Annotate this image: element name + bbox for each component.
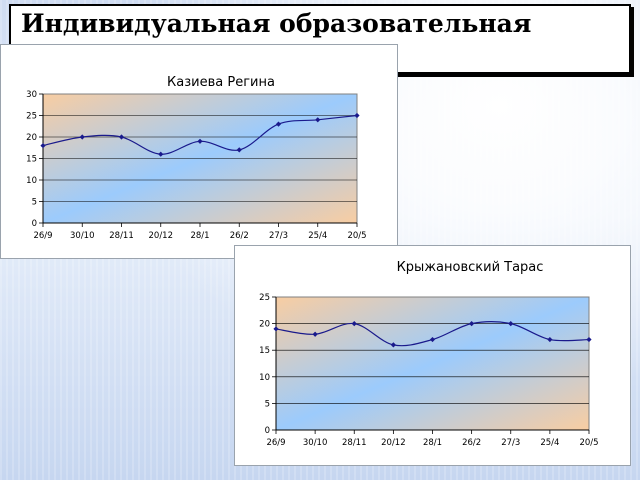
- x-tick-label: 28/11: [342, 438, 367, 448]
- x-tick-label: 26/2: [230, 231, 249, 241]
- y-tick-label: 20: [26, 133, 37, 143]
- data-point: [197, 138, 203, 144]
- chart-title: Казиева Регина: [167, 75, 275, 90]
- data-point: [351, 321, 357, 327]
- x-tick-label: 20/12: [149, 231, 174, 241]
- chart-panel-kryzhanovsky: Крыжановский Тарас 0 5 10 15 20 25 26/9 30/10 28/…: [234, 245, 631, 466]
- x-tick-label: 30/10: [70, 231, 95, 241]
- data-point: [40, 143, 46, 149]
- y-tick-label: 15: [26, 155, 37, 165]
- y-tick-label: 10: [26, 176, 37, 186]
- x-tick-label: 20/5: [579, 438, 598, 448]
- chart-title: Крыжановский Тарас: [397, 260, 544, 275]
- data-point: [312, 331, 318, 337]
- x-tick-label: 20/12: [381, 438, 406, 448]
- data-point: [315, 117, 321, 123]
- y-tick-label: 5: [265, 399, 270, 409]
- data-point: [79, 134, 85, 140]
- plot-area: [275, 296, 590, 431]
- data-point: [547, 336, 553, 343]
- data-point: [236, 147, 242, 153]
- chart-kazieva: Казиева Регина 0 5 10 15 20 25 30 26/9 30/10 28/11…: [26, 75, 366, 241]
- x-tick-label: 26/9: [33, 231, 52, 241]
- data-point: [354, 112, 360, 119]
- x-tick-label: 26/9: [266, 438, 285, 448]
- x-tick-label: 25/4: [540, 438, 559, 448]
- x-tick-label: 27/3: [501, 438, 520, 448]
- x-tick-label: 26/2: [462, 438, 481, 448]
- x-tick-label: 28/11: [109, 231, 134, 241]
- x-tick-label: 28/1: [190, 231, 209, 241]
- y-tick-label: 0: [32, 219, 37, 229]
- y-tick-label: 25: [26, 112, 37, 122]
- y-tick-label: 30: [26, 90, 37, 100]
- y-tick-label: 10: [259, 373, 270, 383]
- x-tick-label: 27/3: [269, 231, 288, 241]
- chart-panel-kazieva: Казиева Регина 0 5 10 15 20 25 30 26/9 30/10 28/11…: [0, 44, 398, 259]
- y-tick-label: 15: [259, 346, 270, 356]
- y-tick-label: 0: [265, 426, 270, 436]
- x-tick-label: 20/5: [347, 231, 366, 241]
- data-point: [275, 121, 282, 127]
- data-point: [586, 336, 592, 343]
- data-point: [429, 336, 436, 343]
- data-point: [158, 151, 164, 157]
- x-tick-label: 25/4: [308, 231, 327, 241]
- x-tick-label: 30/10: [303, 438, 328, 448]
- data-point: [118, 134, 125, 140]
- data-point: [273, 326, 279, 332]
- x-tick-label: 28/1: [423, 438, 442, 448]
- data-point: [469, 321, 475, 327]
- chart-kryzhanovsky: Крыжановский Тарас 0 5 10 15 20 25 26/9 30/10 28/…: [259, 260, 598, 448]
- y-tick-label: 20: [259, 320, 270, 330]
- y-tick-label: 25: [259, 293, 270, 303]
- y-tick-label: 5: [32, 198, 37, 208]
- data-point: [390, 342, 396, 348]
